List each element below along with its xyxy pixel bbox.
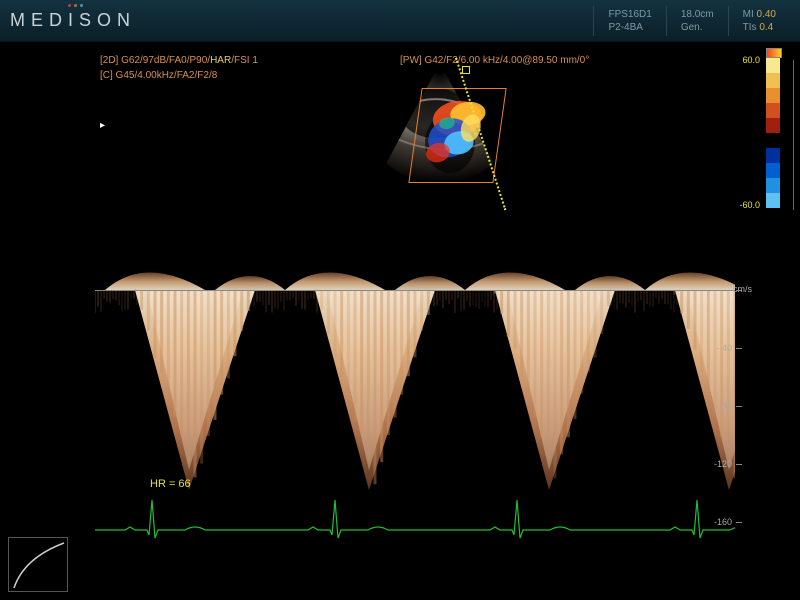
sample-gate-icon[interactable] <box>462 66 470 74</box>
spectral-tick <box>736 406 742 407</box>
depth-ruler <box>793 60 794 210</box>
spectral-tick <box>736 290 742 291</box>
tis-label: TIs <box>743 22 757 33</box>
param-col-indices: MI 0.40 TIs 0.4 <box>728 6 790 36</box>
tgc-curve-icon <box>9 538 69 593</box>
settings-2d-prefix: [2D] <box>100 55 118 66</box>
mi-row: MI 0.40 <box>743 9 776 20</box>
spectral-baseline <box>95 290 735 291</box>
spectral-tick-label: - 40 <box>716 343 732 353</box>
ecg-trace <box>95 490 735 545</box>
brand-logo: MEDISON <box>10 10 136 31</box>
settings-2d-params: G62/97dB/FA0/P90/ <box>118 55 210 66</box>
param-col-depth: 18.0cm Gen. <box>666 6 728 36</box>
spectral-tick <box>736 464 742 465</box>
settings-2d-suffix: /FSI 1 <box>231 55 258 66</box>
spectral-tick <box>736 348 742 349</box>
brand-dots-icon <box>68 4 83 7</box>
spectral-unit: cm/s <box>733 284 752 294</box>
tis-row: TIs 0.4 <box>743 22 776 33</box>
mi-value: 0.40 <box>757 9 776 20</box>
brand-text: MEDISON <box>10 10 136 30</box>
spectral-tick-label: - 80 <box>716 401 732 411</box>
cursor-icon: ▸ <box>100 120 105 131</box>
mi-label: MI <box>743 9 754 20</box>
header-params: FPS16D1 P2-4BA 18.0cm Gen. MI 0.40 TIs 0… <box>593 6 790 36</box>
ecg-waveform <box>95 490 735 545</box>
tis-value: 0.4 <box>759 22 773 33</box>
fps-value: FPS16D1 <box>608 9 651 20</box>
settings-color: [C] G45/4.00kHz/FA2/F2/8 <box>100 70 217 81</box>
color-velocity-bar <box>766 58 780 208</box>
settings-c-prefix: [C] <box>100 70 113 81</box>
probe-value: P2-4BA <box>608 22 651 33</box>
heart-rate-label: HR = 66 <box>150 478 191 490</box>
preset-value: Gen. <box>681 22 714 33</box>
top-header: MEDISON FPS16D1 P2-4BA 18.0cm Gen. MI 0.… <box>0 0 800 42</box>
settings-2d: [2D] G62/97dB/FA0/P90/HAR/FSI 1 <box>100 55 258 66</box>
settings-2d-har: HAR <box>210 55 231 66</box>
spectral-tick <box>736 522 742 523</box>
tgc-curve-box[interactable] <box>8 537 68 592</box>
color-scale-max: 60.0 <box>742 55 760 65</box>
depth-value: 18.0cm <box>681 9 714 20</box>
color-scale-min: -60.0 <box>739 200 760 210</box>
settings-c-params: G45/4.00kHz/FA2/F2/8 <box>113 70 218 81</box>
param-col-fps: FPS16D1 P2-4BA <box>593 6 665 36</box>
color-mode-icon[interactable] <box>766 48 782 58</box>
spectral-doppler[interactable] <box>95 250 735 530</box>
bmode-image[interactable] <box>340 58 540 218</box>
spectral-waveform <box>95 250 735 530</box>
spectral-tick-label: -120 <box>714 459 732 469</box>
